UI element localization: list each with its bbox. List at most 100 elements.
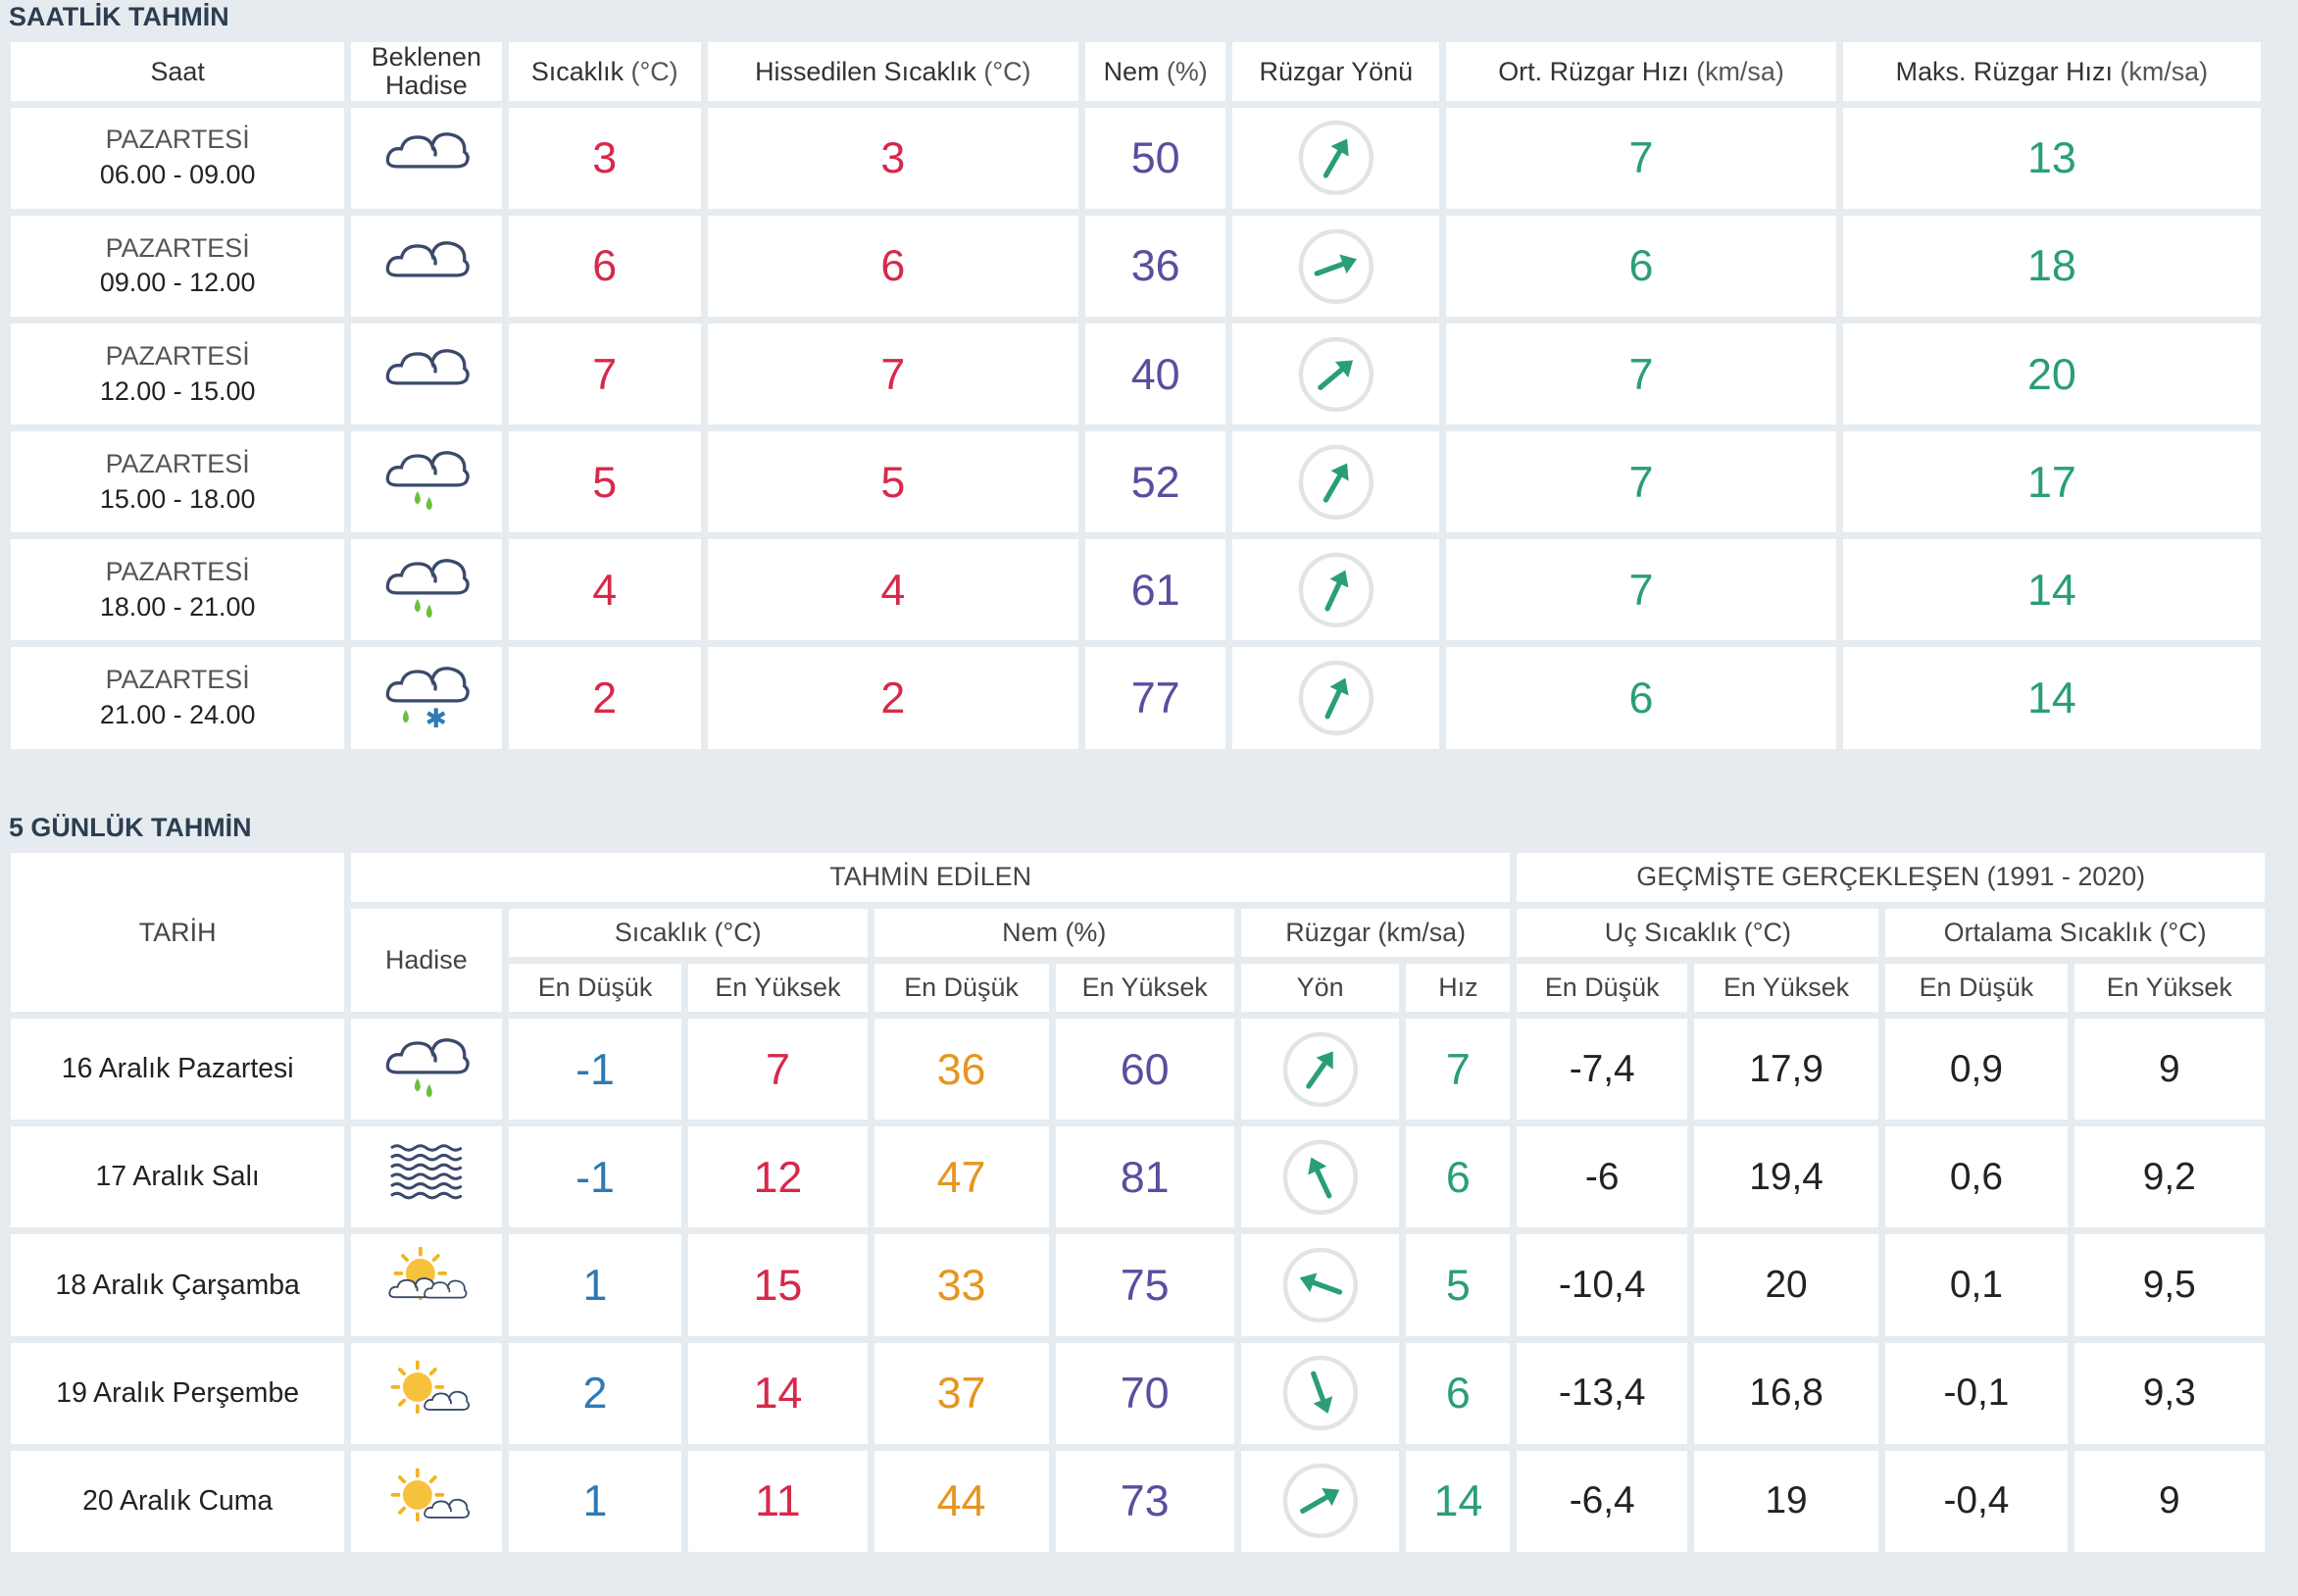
extreme-max-value: 19,4 <box>1693 1126 1879 1228</box>
wind-direction-cell <box>1232 647 1440 749</box>
extreme-min-value: -13,4 <box>1517 1342 1687 1444</box>
temperature-value: 7 <box>508 323 701 425</box>
extreme-min-value: -6,4 <box>1517 1450 1687 1552</box>
table-row: 16 Aralık Pazartesi -1 7 36 60 7 -7,4 17,9 0,9 9 <box>11 1019 2265 1121</box>
wind-direction-icon <box>1232 333 1439 416</box>
average-min-value: -0,4 <box>1885 1450 2068 1552</box>
average-min-value: 0,6 <box>1885 1126 2068 1228</box>
temp-max-value: 14 <box>688 1342 868 1444</box>
humidity-max-value: 73 <box>1055 1450 1234 1552</box>
time-range: 12.00 - 15.00 <box>99 375 256 406</box>
time-range: 15.00 - 18.00 <box>99 483 256 514</box>
wind-direction-cell <box>1240 1342 1400 1444</box>
average-max-value: 9,3 <box>2073 1342 2265 1444</box>
time-cell: PAZARTESİ 21.00 - 24.00 <box>11 647 344 749</box>
max-wind-value: 13 <box>1842 107 2261 209</box>
temp-max-value: 12 <box>688 1126 868 1228</box>
feels-like-value: 3 <box>707 107 1078 209</box>
daily-title: 5 GÜNLÜK TAHMİN <box>8 813 252 843</box>
wind-speed-value: 14 <box>1406 1450 1511 1552</box>
table-row: PAZARTESİ 09.00 - 12.00 6 6 36 6 18 <box>11 215 2261 317</box>
table-row: 20 Aralık Cuma 1 11 44 73 14 -6,4 19 -0,4 9 <box>11 1450 2265 1552</box>
wind-speed-value: 7 <box>1406 1019 1511 1121</box>
wind-direction-cell <box>1240 1450 1400 1552</box>
temp-min-value: 1 <box>508 1234 682 1336</box>
wind-direction-cell <box>1232 539 1440 641</box>
header-ruzgar: Rüzgar (km/sa) <box>1240 908 1511 957</box>
extreme-max-value: 20 <box>1693 1234 1879 1336</box>
table-row: PAZARTESİ 06.00 - 09.00 3 3 50 7 13 <box>11 107 2261 209</box>
feels-like-value: 4 <box>707 539 1078 641</box>
header-nem: Nem (%) <box>1084 41 1226 101</box>
hourly-title: SAATLİK TAHMİN <box>8 2 229 31</box>
header-hiz: Hız <box>1406 963 1511 1013</box>
weather-cell <box>350 107 502 209</box>
temp-max-value: 15 <box>688 1234 868 1336</box>
header-saat: Saat <box>11 41 344 101</box>
weather-cell <box>350 215 502 317</box>
feels-like-value: 7 <box>707 323 1078 425</box>
avg-wind-value: 6 <box>1446 215 1836 317</box>
day-label: PAZARTESİ <box>105 665 250 695</box>
daily-header-row-1: TARİH TAHMİN EDİLEN GEÇMİŞTE GERÇEKLEŞEN… <box>11 853 2265 1013</box>
humidity-min-value: 37 <box>874 1342 1049 1444</box>
wind-direction-icon <box>1232 549 1439 631</box>
wind-direction-icon <box>1241 1028 1399 1111</box>
table-row: 19 Aralık Perşembe 2 14 37 70 6 -13,4 16,8 -0,1 9… <box>11 1342 2265 1444</box>
header-ruzgar-yonu: Rüzgar Yönü <box>1232 41 1440 101</box>
average-max-value: 9,2 <box>2073 1126 2265 1228</box>
weather-cell <box>350 1342 502 1444</box>
rain-icon <box>351 444 502 521</box>
wind-direction-cell <box>1232 107 1440 209</box>
header-ort-ruzgar: Ort. Rüzgar Hızı (km/sa) <box>1446 41 1836 101</box>
header-ort-max: En Yüksek <box>2073 963 2265 1013</box>
cloudy-icon <box>351 336 502 413</box>
weather-cell <box>350 1450 502 1552</box>
extreme-min-value: -10,4 <box>1517 1234 1687 1336</box>
wind-direction-icon <box>1241 1136 1399 1219</box>
time-cell: PAZARTESİ 15.00 - 18.00 <box>11 431 344 533</box>
header-nem-min: En Düşük <box>874 963 1049 1013</box>
avg-wind-value: 7 <box>1446 431 1836 533</box>
header-tahmin: TAHMİN EDİLEN <box>350 853 1511 902</box>
header-sicaklik: Sıcaklık (°C) <box>508 908 868 957</box>
cloudy-icon <box>351 228 502 305</box>
time-range: 06.00 - 09.00 <box>99 160 256 190</box>
header-hadise: Hadise <box>350 908 502 1013</box>
rain-icon <box>351 552 502 628</box>
day-label: PAZARTESİ <box>105 340 250 371</box>
weather-cell: ✱ <box>350 647 502 749</box>
max-wind-value: 18 <box>1842 215 2261 317</box>
avg-wind-value: 7 <box>1446 539 1836 641</box>
avg-wind-value: 6 <box>1446 647 1836 749</box>
feels-like-value: 5 <box>707 431 1078 533</box>
humidity-max-value: 81 <box>1055 1126 1234 1228</box>
header-uc-sicaklik: Uç Sıcaklık (°C) <box>1517 908 1879 957</box>
wind-direction-icon <box>1241 1244 1399 1326</box>
temp-max-value: 7 <box>688 1019 868 1121</box>
average-max-value: 9,5 <box>2073 1234 2265 1336</box>
table-row: PAZARTESİ 15.00 - 18.00 5 5 52 7 17 <box>11 431 2261 533</box>
table-row: PAZARTESİ 18.00 - 21.00 4 4 61 7 14 <box>11 539 2261 641</box>
humidity-max-value: 60 <box>1055 1019 1234 1121</box>
humidity-min-value: 36 <box>874 1019 1049 1121</box>
temp-max-value: 11 <box>688 1450 868 1552</box>
weather-cell <box>350 1126 502 1228</box>
weather-cell <box>350 323 502 425</box>
humidity-value: 61 <box>1084 539 1226 641</box>
wind-direction-cell <box>1240 1234 1400 1336</box>
date-cell: 20 Aralık Cuma <box>11 1450 344 1552</box>
wind-direction-cell <box>1232 215 1440 317</box>
header-maks-ruzgar: Maks. Rüzgar Hızı (km/sa) <box>1842 41 2261 101</box>
table-row: 17 Aralık Salı -1 12 47 81 6 -6 19,4 0,6 9,2 <box>11 1126 2265 1228</box>
wind-direction-icon <box>1232 225 1439 308</box>
header-sicaklik-min: En Düşük <box>508 963 682 1013</box>
sleet-icon: ✱ <box>351 660 502 736</box>
temperature-value: 5 <box>508 431 701 533</box>
date-cell: 18 Aralık Çarşamba <box>11 1234 344 1336</box>
weather-cell <box>350 431 502 533</box>
avg-wind-value: 7 <box>1446 323 1836 425</box>
wind-direction-icon <box>1232 657 1439 739</box>
header-nem-max: En Yüksek <box>1055 963 1234 1013</box>
